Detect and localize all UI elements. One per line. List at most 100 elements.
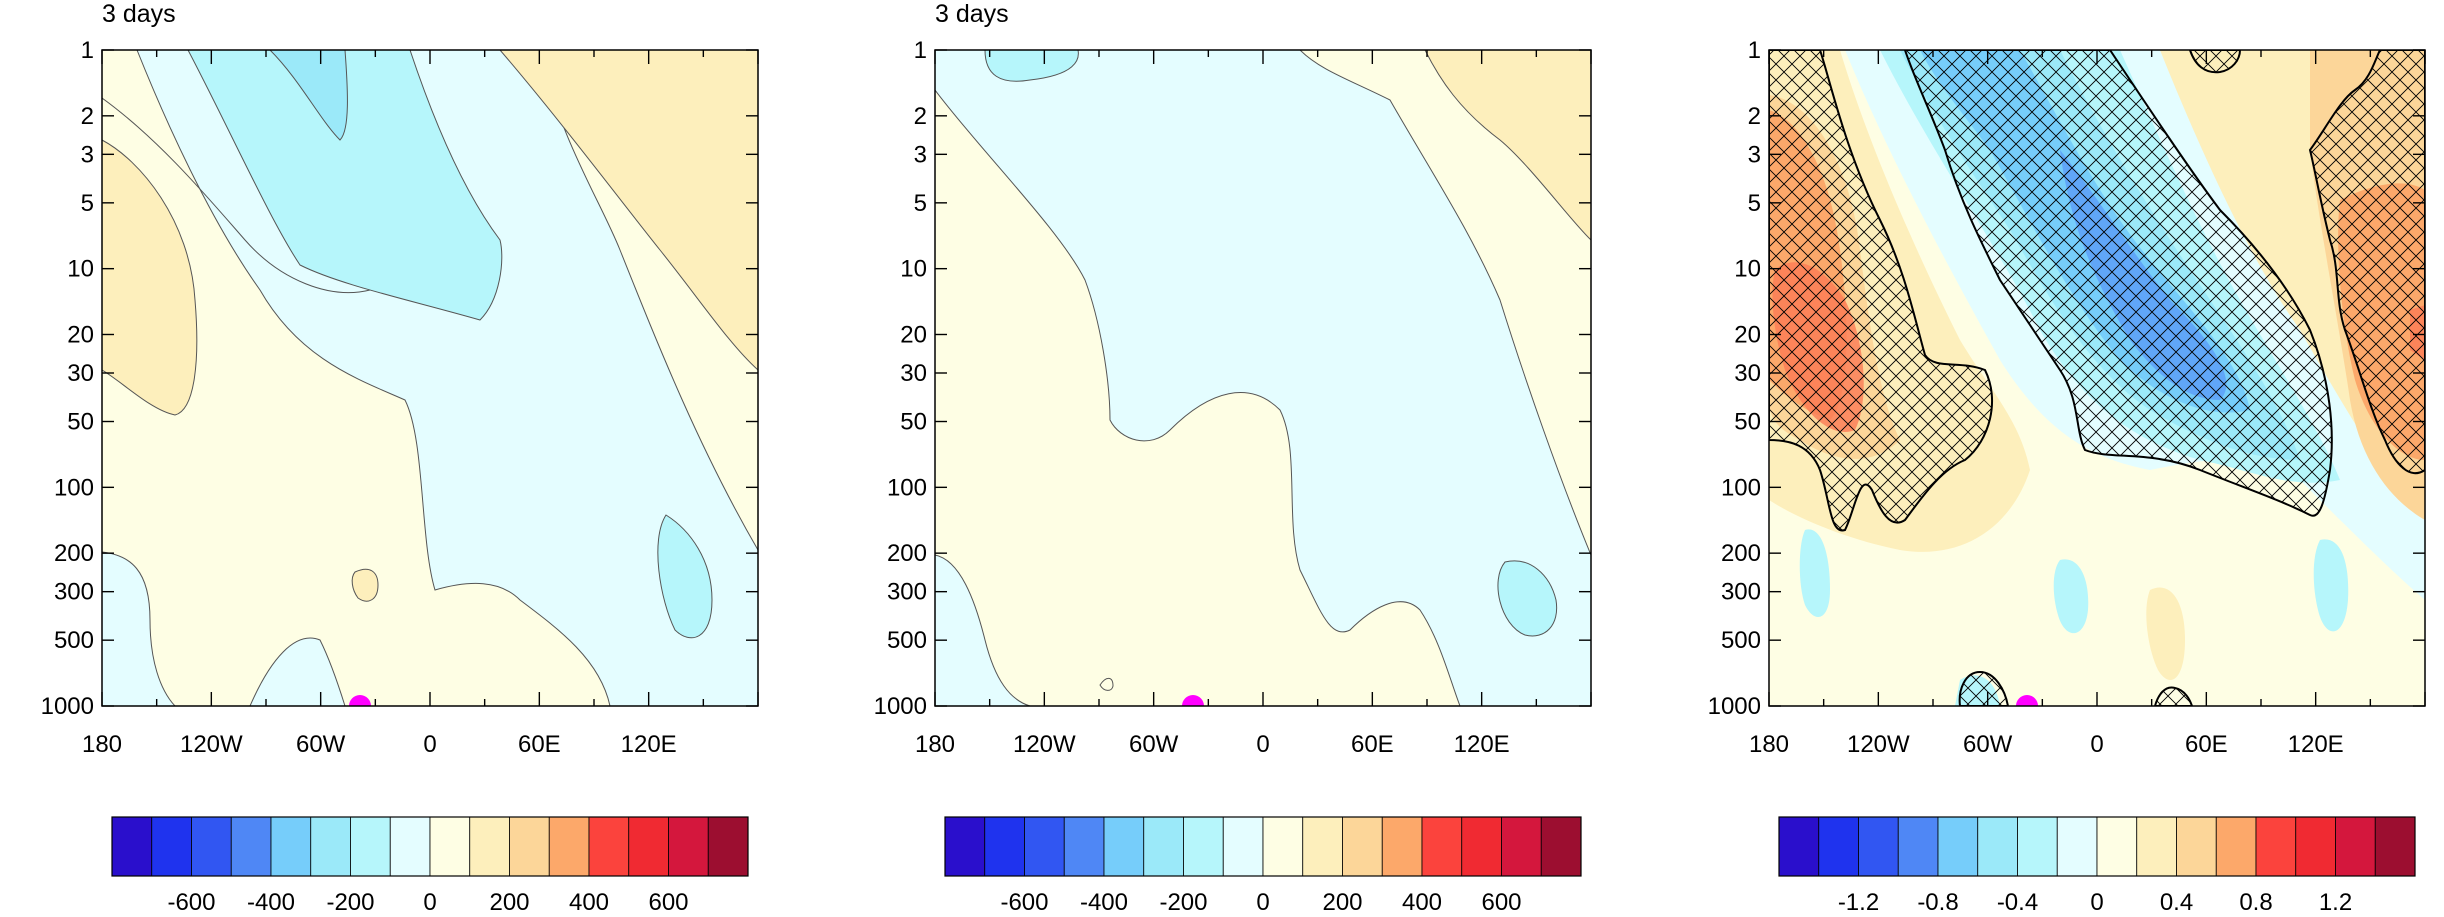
y-tick-label: 3 xyxy=(914,141,927,168)
colorbar: -600 -400 -200 0 200 400 600 xyxy=(944,816,1582,916)
colorbar-swatch xyxy=(1461,816,1502,877)
colorbar-swatch xyxy=(230,816,272,877)
colorbar-swatch xyxy=(509,816,550,877)
x-tick-label: 120W xyxy=(1847,731,1910,758)
y-tick-label: 1 xyxy=(914,37,927,64)
hatch-region-central xyxy=(1903,50,2333,517)
colorbar-label: 0 xyxy=(1256,889,1269,916)
colorbar-swatch xyxy=(1858,816,1899,877)
field-fill-positive-blob-low xyxy=(2146,587,2185,680)
x-tick-label: 60W xyxy=(1129,731,1179,758)
colorbar-swatch xyxy=(707,816,749,877)
field-fill-neg100-lower-mid xyxy=(249,637,346,706)
field-fill-neg300-core xyxy=(269,50,348,141)
colorbar-swatch xyxy=(588,816,630,877)
panel-title: 3 days xyxy=(102,0,176,28)
colorbar-swatch xyxy=(1063,816,1105,877)
x-tick-label: 180 xyxy=(1749,731,1789,758)
colorbar-swatch xyxy=(1381,816,1423,877)
x-tick-label: 0 xyxy=(423,731,436,758)
colorbar-label: 0 xyxy=(2090,889,2103,916)
x-tick-label: 180 xyxy=(82,731,122,758)
colorbar-swatch xyxy=(944,816,986,877)
hatch-region-east xyxy=(2308,50,2425,475)
colorbar-swatch xyxy=(1421,816,1463,877)
plot-area xyxy=(1769,50,2425,706)
field-fill-pos100-left xyxy=(102,139,198,416)
colorbar-frame xyxy=(944,816,1582,877)
hatch-region-topmid xyxy=(2188,50,2242,74)
y-tick-label: 20 xyxy=(1734,321,1761,348)
colorbar-swatch xyxy=(2215,816,2257,877)
colorbar-label: 0 xyxy=(423,889,436,916)
colorbar-swatch xyxy=(2017,816,2058,877)
y-tick-label: 500 xyxy=(54,627,94,654)
y-tick-label: 5 xyxy=(914,190,927,217)
y-tick-label: 5 xyxy=(1748,190,1761,217)
x-tick-label: 120E xyxy=(2288,731,2344,758)
colorbar-swatch xyxy=(1818,816,1859,877)
colorbar-label: 0.4 xyxy=(2160,889,2193,916)
y-tick-label: 20 xyxy=(900,321,927,348)
colorbar-swatch xyxy=(310,816,351,877)
contour-line-small xyxy=(1099,677,1114,691)
colorbar-frame xyxy=(1778,816,2416,877)
y-tick-label: 300 xyxy=(54,579,94,606)
colorbar-label: -400 xyxy=(1080,889,1128,916)
field-fill-neg200-top xyxy=(984,50,1079,82)
y-tick-label: 100 xyxy=(1721,474,1761,501)
colorbar-swatch xyxy=(2096,816,2138,877)
colorbar-swatch xyxy=(1143,816,1184,877)
colorbar-swatch xyxy=(2374,816,2416,877)
x-tick-label: 60W xyxy=(296,731,346,758)
y-tick-label: 20 xyxy=(67,321,94,348)
panel-right: 1 2 3 5 10 20 30 50 100 200 300 500 1000 180 120W 60W 0 6… xyxy=(1708,37,2426,916)
hatch-region-surface-left xyxy=(1958,670,2010,706)
y-tick-label: 3 xyxy=(1748,141,1761,168)
location-marker xyxy=(349,695,371,706)
colorbar-swatch xyxy=(1897,816,1939,877)
field-fill-neg100-main xyxy=(935,50,1591,706)
y-tick-label: 10 xyxy=(1734,256,1761,283)
x-tick-label: 120E xyxy=(1454,731,1510,758)
x-tick-label: 0 xyxy=(1256,731,1269,758)
colorbar-swatch xyxy=(2136,816,2177,877)
y-tick-label: 500 xyxy=(887,627,927,654)
colorbar-swatch xyxy=(1977,816,2018,877)
colorbar-swatch xyxy=(151,816,192,877)
colorbar-label: -1.2 xyxy=(1838,889,1879,916)
colorbar-swatch xyxy=(191,816,232,877)
field-fill-neg200-band xyxy=(187,50,503,321)
colorbar-swatch xyxy=(429,816,471,877)
colorbar-label: -600 xyxy=(1000,889,1048,916)
colorbar-swatch xyxy=(2176,816,2217,877)
field-fill-pos100-topright xyxy=(499,50,758,371)
axes: 1 2 3 5 10 20 30 50 100 200 300 500 1000 180 120W 60W 0 6… xyxy=(1708,37,2426,758)
field-fill-negative-blob-east xyxy=(2313,539,2349,632)
colorbar-swatch xyxy=(2255,816,2297,877)
x-tick-label: 120W xyxy=(1013,731,1076,758)
colorbar-swatch xyxy=(350,816,391,877)
y-tick-label: 300 xyxy=(1721,579,1761,606)
field-fill-neg200-east xyxy=(1497,560,1558,637)
y-tick-label: 50 xyxy=(1734,409,1761,436)
hatch-region-surface-right xyxy=(2153,686,2194,706)
colorbar-frame xyxy=(111,816,749,877)
y-tick-label: 1000 xyxy=(874,693,927,720)
field-fill-neg100-lower-left xyxy=(102,551,176,706)
colorbar-label: -200 xyxy=(1159,889,1207,916)
location-marker xyxy=(2016,695,2038,706)
y-tick-label: 2 xyxy=(81,103,94,130)
y-tick-label: 100 xyxy=(887,474,927,501)
colorbar-swatch xyxy=(1937,816,1979,877)
colorbar-label: -0.8 xyxy=(1917,889,1958,916)
y-tick-label: 200 xyxy=(887,540,927,567)
colorbar-swatch xyxy=(389,816,431,877)
y-tick-label: 10 xyxy=(67,256,94,283)
y-tick-label: 1000 xyxy=(41,693,94,720)
y-tick-label: 30 xyxy=(1734,360,1761,387)
colorbar-swatch xyxy=(2335,816,2376,877)
field-fill-negative-blob-mid xyxy=(2053,559,2089,634)
x-tick-label: 60E xyxy=(1351,731,1394,758)
